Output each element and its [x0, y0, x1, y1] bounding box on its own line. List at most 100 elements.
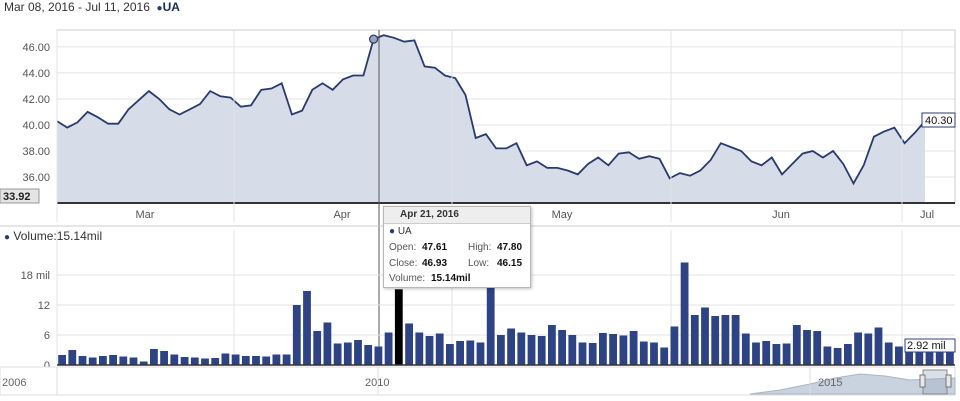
tooltip-symbol-row: ● UA: [384, 224, 530, 241]
navigator-right-handle[interactable]: [945, 374, 952, 388]
volume-bar: [925, 351, 934, 365]
volume-bar: [935, 351, 944, 365]
volume-bar: [201, 358, 209, 365]
navigator-year-label: 2015: [818, 377, 842, 389]
navigator-window[interactable]: [922, 369, 948, 395]
price-tick-label: 42.00: [22, 94, 50, 106]
volume-bar: [517, 332, 526, 365]
date-range: Mar 08, 2016 - Jul 11, 2016: [4, 0, 150, 14]
volume-bar: [497, 335, 505, 365]
volume-bar: [823, 346, 832, 365]
tooltip-volume-value: 15.14mil: [431, 273, 471, 284]
volume-bar: [854, 332, 862, 365]
volume-bar: [558, 330, 566, 365]
month-axis: Mar Apr May Jun Jul: [56, 30, 934, 222]
month-label: Apr: [333, 209, 350, 221]
tooltip-high-label: High:: [468, 242, 492, 253]
volume-bar: [609, 334, 617, 365]
volume-bar: [211, 358, 220, 365]
navigator-year-label: 2006: [2, 377, 26, 389]
volume-bar: [374, 346, 383, 365]
volume-bar: [884, 342, 893, 365]
volume-bar: [292, 305, 301, 365]
volume-bar: [680, 262, 689, 365]
volume-bar: [99, 356, 107, 365]
volume-bar: [109, 355, 117, 365]
volume-value: 15.14mil: [56, 229, 103, 243]
volume-tick-label: 18 mil: [21, 270, 50, 282]
volume-bar: [364, 345, 373, 365]
last-price-label: 40.30: [925, 115, 953, 127]
volume-bar: [895, 346, 903, 365]
volume-bar: [384, 332, 393, 365]
volume-y-axis: 18 mil 12 6 0: [21, 270, 50, 372]
volume-bar: [670, 326, 679, 365]
volume-bar: [833, 348, 842, 365]
volume-bar: [782, 343, 791, 365]
tooltip-close-label: Close:: [389, 258, 418, 269]
series-marker-icon: ●: [156, 3, 163, 14]
price-line: [56, 34, 926, 186]
volume-bar: [68, 350, 77, 365]
chart-header: Mar 08, 2016 - Jul 11, 2016 ●UA: [4, 0, 180, 14]
price-tick-label: 40.00: [22, 120, 50, 132]
last-price-flag: [921, 112, 956, 128]
volume-bar: [129, 357, 138, 365]
price-tick-label: 44.00: [22, 68, 50, 80]
volume-bar: [313, 331, 322, 365]
volume-bar: [527, 335, 536, 365]
tooltip-close-value: 46.93: [422, 258, 448, 269]
volume-bar: [568, 335, 577, 365]
volume-bar: [150, 349, 158, 365]
month-label: Jul: [920, 209, 934, 221]
volume-bar: [599, 333, 607, 365]
tooltip-open-value: 47.61: [422, 242, 448, 253]
volume-bar: [190, 357, 199, 365]
volume-bar: [272, 354, 281, 365]
volume-bar: [323, 322, 332, 365]
volume-bar: [711, 316, 720, 365]
volume-label: Volume:: [13, 229, 57, 243]
volume-bar: [741, 333, 750, 365]
hover-point: [369, 34, 379, 44]
volume-bar: [425, 336, 434, 365]
volume-bar: [772, 344, 781, 365]
price-tick-label: 36.00: [22, 172, 50, 184]
volume-bar: [690, 315, 699, 365]
y-min-badge: [0, 188, 40, 204]
price-area-fill: [57, 35, 925, 204]
volume-bar-highlighted: [394, 289, 403, 365]
volume-bar: [180, 357, 189, 365]
volume-bar: [170, 354, 179, 365]
volume-bar: [619, 335, 628, 365]
volume-bar: [915, 350, 924, 365]
tooltip-low-label: Low:: [468, 258, 490, 269]
volume-bars: [58, 262, 954, 365]
volume-bar: [405, 323, 413, 365]
volume-bar: [88, 357, 97, 365]
volume-bar: [864, 333, 873, 365]
volume-bar: [813, 331, 822, 365]
volume-bar: [507, 328, 515, 365]
volume-bar: [252, 356, 260, 365]
price-tick-label: 46.00: [22, 42, 50, 54]
volume-bar: [343, 342, 352, 365]
tooltip-low-value: 46.15: [497, 258, 523, 269]
volume-bar: [231, 354, 240, 365]
volume-bar: [303, 291, 311, 365]
month-label: Mar: [136, 209, 155, 221]
tooltip-symbol: UA: [397, 226, 412, 237]
volume-bar: [548, 325, 556, 365]
volume-bar: [731, 315, 740, 365]
volume-bar: [486, 282, 495, 365]
volume-bar: [466, 340, 475, 365]
volume-bar: [78, 356, 87, 365]
volume-bar: [333, 343, 342, 365]
month-label: May: [552, 209, 573, 221]
volume-bar: [282, 354, 291, 365]
volume-bar: [415, 332, 424, 365]
volume-tick-label: 6: [44, 330, 50, 342]
navigator-left-handle[interactable]: [919, 374, 926, 388]
price-y-axis: 46.00 44.00 42.00 40.00 38.00 36.00: [22, 42, 50, 184]
